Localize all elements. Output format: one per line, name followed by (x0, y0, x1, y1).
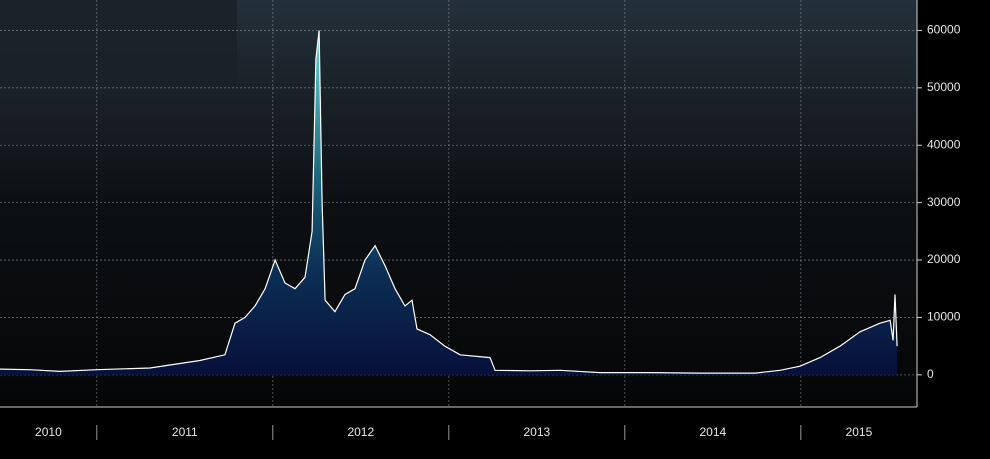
x-tick-label: 2015 (846, 425, 873, 439)
legend-box (0, 0, 237, 87)
y-tick-label: 60000 (927, 23, 961, 37)
y-tick-label: 10000 (927, 310, 961, 324)
y-tick-label: 20000 (927, 252, 961, 266)
x-tick-label: 2014 (699, 425, 726, 439)
y-tick-label: 0 (927, 367, 934, 381)
x-tick-label: 2011 (172, 425, 198, 439)
x-tick-label: 2013 (523, 425, 550, 439)
x-tick-label: 2012 (347, 425, 374, 439)
y-tick-label: 30000 (927, 195, 961, 209)
x-tick-label: 2010 (35, 425, 62, 439)
y-tick-label: 40000 (927, 137, 961, 151)
line (0, 30, 898, 374)
axis-background (917, 0, 990, 407)
y-tick-label: 50000 (927, 80, 961, 94)
